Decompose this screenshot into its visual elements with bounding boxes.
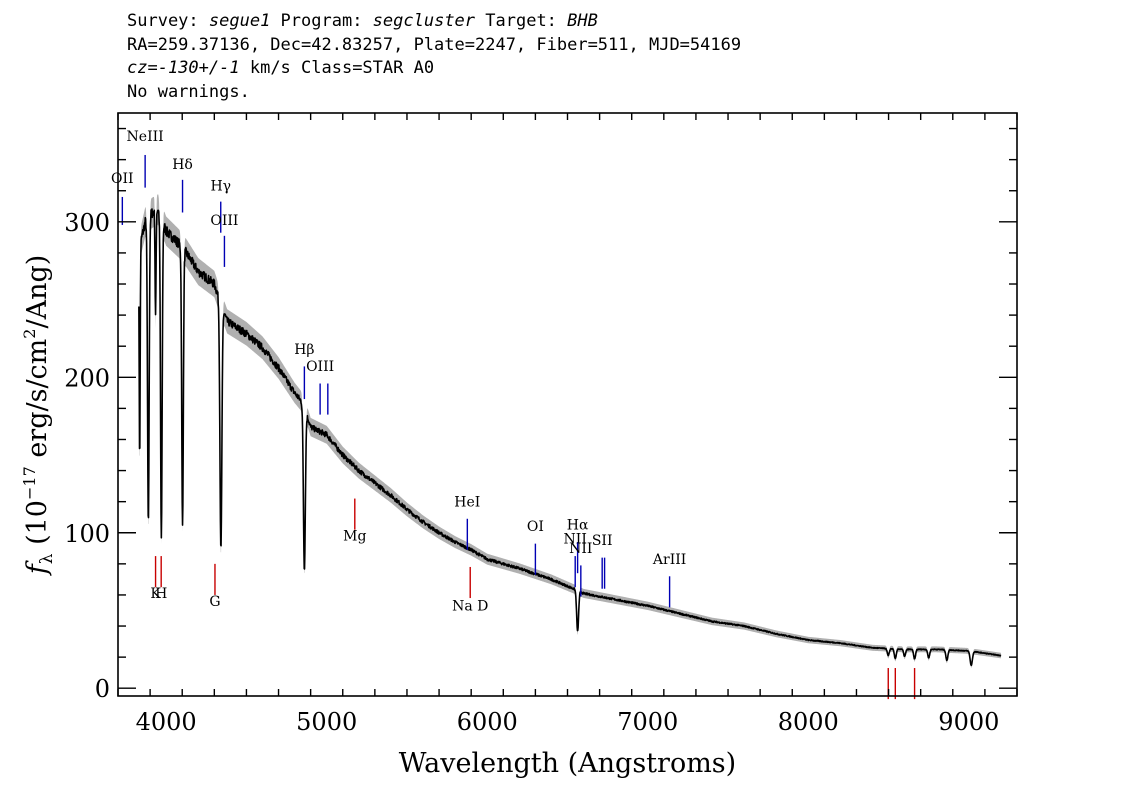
target-value: BHB [567,11,598,31]
y-label-sub: λ [37,553,57,564]
plot-frame [117,112,1018,697]
x-tick-label-0: 4000 [136,708,197,736]
y-tick-label-3: 300 [64,209,110,237]
spectrum-line [138,208,1002,667]
y-tick-label-0: 0 [95,675,110,703]
emission-line-label-4: OIII [210,213,238,229]
y-tick-label-2: 200 [64,364,110,392]
target-label: Target: [475,11,568,31]
program-value: segcluster [372,11,476,31]
emission-line-label-12: NII [569,541,592,557]
y-axis-label: fλ (10−17 erg/s/cm2/Ang) [20,255,57,577]
absorption-line-label-2: G [209,594,220,610]
survey-label: Survey: [127,11,209,31]
y-label-exp2: 2 [20,329,39,339]
cz-label: cz= [127,58,158,78]
x-tick-label-3: 7000 [617,708,678,736]
x-tick-label-4: 8000 [778,708,839,736]
emission-line-label-2: Hδ [172,157,193,173]
x-axis-label: Wavelength (Angstroms) [399,748,736,779]
header-line-survey: Survey: segue1 Program: segcluster Targe… [127,10,741,34]
header-line-coordinates: RA=259.37136, Dec=42.83257, Plate=2247, … [127,34,742,55]
cz-value: -130+/-1 [157,58,240,78]
absorption-line-label-0: K [150,586,161,602]
emission-line-label-9: OI [527,519,544,535]
header-line-warnings: No warnings. [127,81,250,102]
absorption-line-label-3: Mg [343,529,366,545]
emission-line-label-0: OII [111,171,134,187]
program-label: Program: [270,11,373,31]
emission-line-label-13: SII [592,533,613,549]
emission-line-label-11: Hα [567,518,589,534]
tick-labels-layer: 4000 5000 6000 7000 8000 9000 0 100 200 300 [64,209,999,736]
x-tick-label-2: 6000 [457,708,518,736]
emission-line-label-1: NeIII [127,129,164,145]
y-tick-label-1: 100 [64,520,110,548]
y-label-exp: −17 [20,466,39,500]
emission-line-label-6: OIII [306,359,334,375]
emission-line-label-15: ArIII [652,552,686,568]
emission-line-label-10: NII [564,532,587,548]
emission-line-label-5: Hβ [294,342,314,358]
axis-ticks-layer [117,113,1018,696]
absorption-line-label-1: H [155,586,167,602]
x-tick-label-1: 5000 [296,708,357,736]
error-band [138,194,1001,668]
emission-line-label-8: HeI [454,494,480,510]
y-label-post: /Ang) [22,255,53,329]
spectrum-header: Survey: segue1 Program: segcluster Targe… [127,10,741,104]
cz-unit-class: km/s Class=STAR A0 [239,58,435,78]
survey-value: segue1 [208,11,271,31]
y-label-pre: (10 [22,500,53,553]
spectrum-layer [138,208,1002,667]
emission-line-label-3: Hγ [210,179,231,195]
x-tick-label-5: 9000 [938,708,999,736]
error-band-layer [138,194,1001,668]
absorption-line-label-4: Na D [452,598,488,614]
header-line-redshift: cz=-130+/-1 km/s Class=STAR A0 [127,57,741,81]
y-label-mid: erg/s/cm [22,339,53,467]
